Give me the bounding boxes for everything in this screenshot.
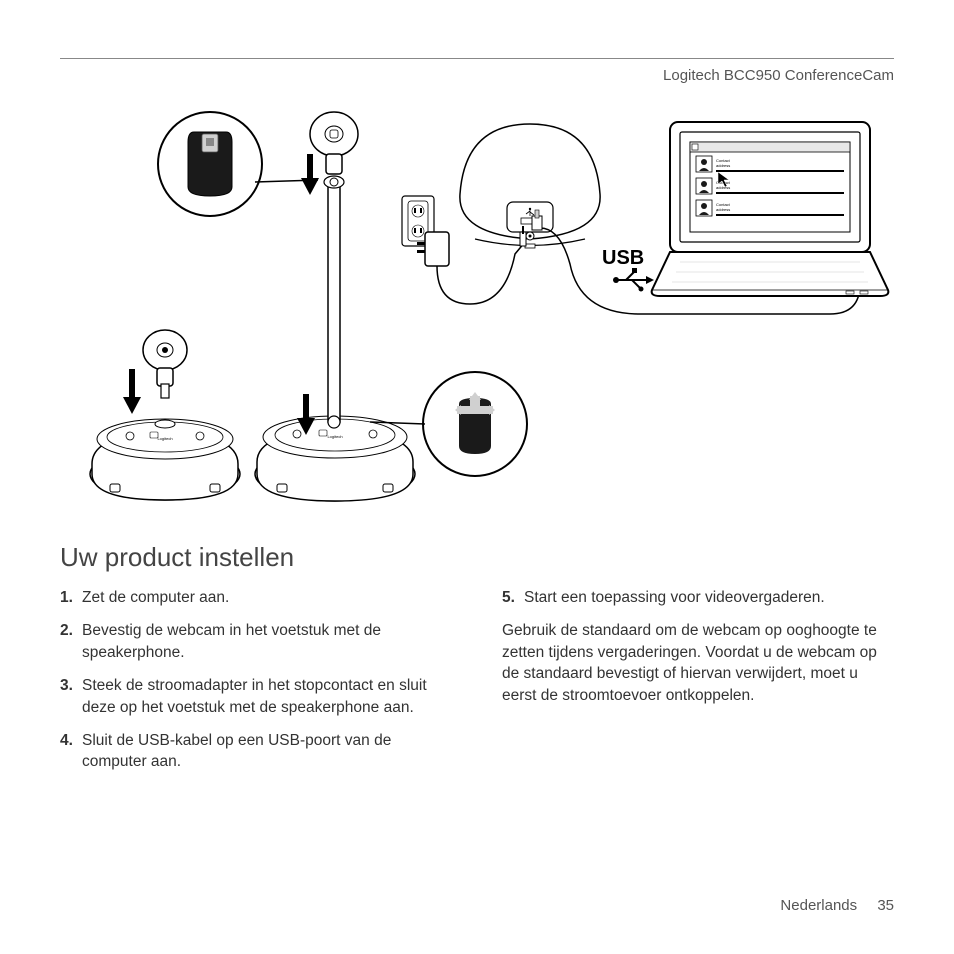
step-2: 2. Bevestig de webcam in het voetstuk me… [60, 620, 452, 663]
page-footer: Nederlands 35 [780, 897, 894, 914]
svg-text:address: address [716, 163, 730, 168]
step-text: Bevestig de webcam in het voetstuk met d… [82, 620, 452, 663]
svg-text:address: address [716, 207, 730, 212]
svg-text:address: address [716, 185, 730, 190]
svg-text:Logitech: Logitech [327, 434, 342, 439]
step-number: 5. [502, 587, 524, 608]
section-title: Uw product instellen [60, 542, 894, 573]
step-5: 5. Start een toepassing voor videovergad… [502, 587, 894, 608]
step-4: 4. Sluit de USB-kabel op een USB-poort v… [60, 730, 452, 773]
step-text: Steek de stroomadapter in het stopcontac… [82, 675, 452, 718]
brand-label: Logitech [157, 436, 172, 441]
column-left: 1. Zet de computer aan. 2. Bevestig de w… [60, 587, 452, 785]
step-text: Sluit de USB-kabel op een USB-poort van … [82, 730, 452, 773]
footer-page-number: 35 [877, 897, 894, 914]
step-text: Zet de computer aan. [82, 587, 452, 608]
step-number: 1. [60, 587, 82, 608]
usb-label: USB [602, 247, 644, 269]
footer-language: Nederlands [780, 897, 857, 914]
step-3: 3. Steek de stroomadapter in het stopcon… [60, 675, 452, 718]
step-text: Start een toepassing voor videovergadere… [524, 587, 894, 608]
usage-paragraph: Gebruik de standaard om de webcam op oog… [502, 620, 894, 706]
column-right: 5. Start een toepassing voor videovergad… [502, 587, 894, 785]
header-rule [60, 58, 894, 59]
step-number: 4. [60, 730, 82, 773]
step-number: 2. [60, 620, 82, 663]
step-number: 3. [60, 675, 82, 718]
step-1: 1. Zet de computer aan. [60, 587, 452, 608]
setup-illustration: Logitech Logitech [60, 104, 894, 524]
instruction-columns: 1. Zet de computer aan. 2. Bevestig de w… [60, 587, 894, 785]
header-product-title: Logitech BCC950 ConferenceCam [60, 67, 894, 84]
